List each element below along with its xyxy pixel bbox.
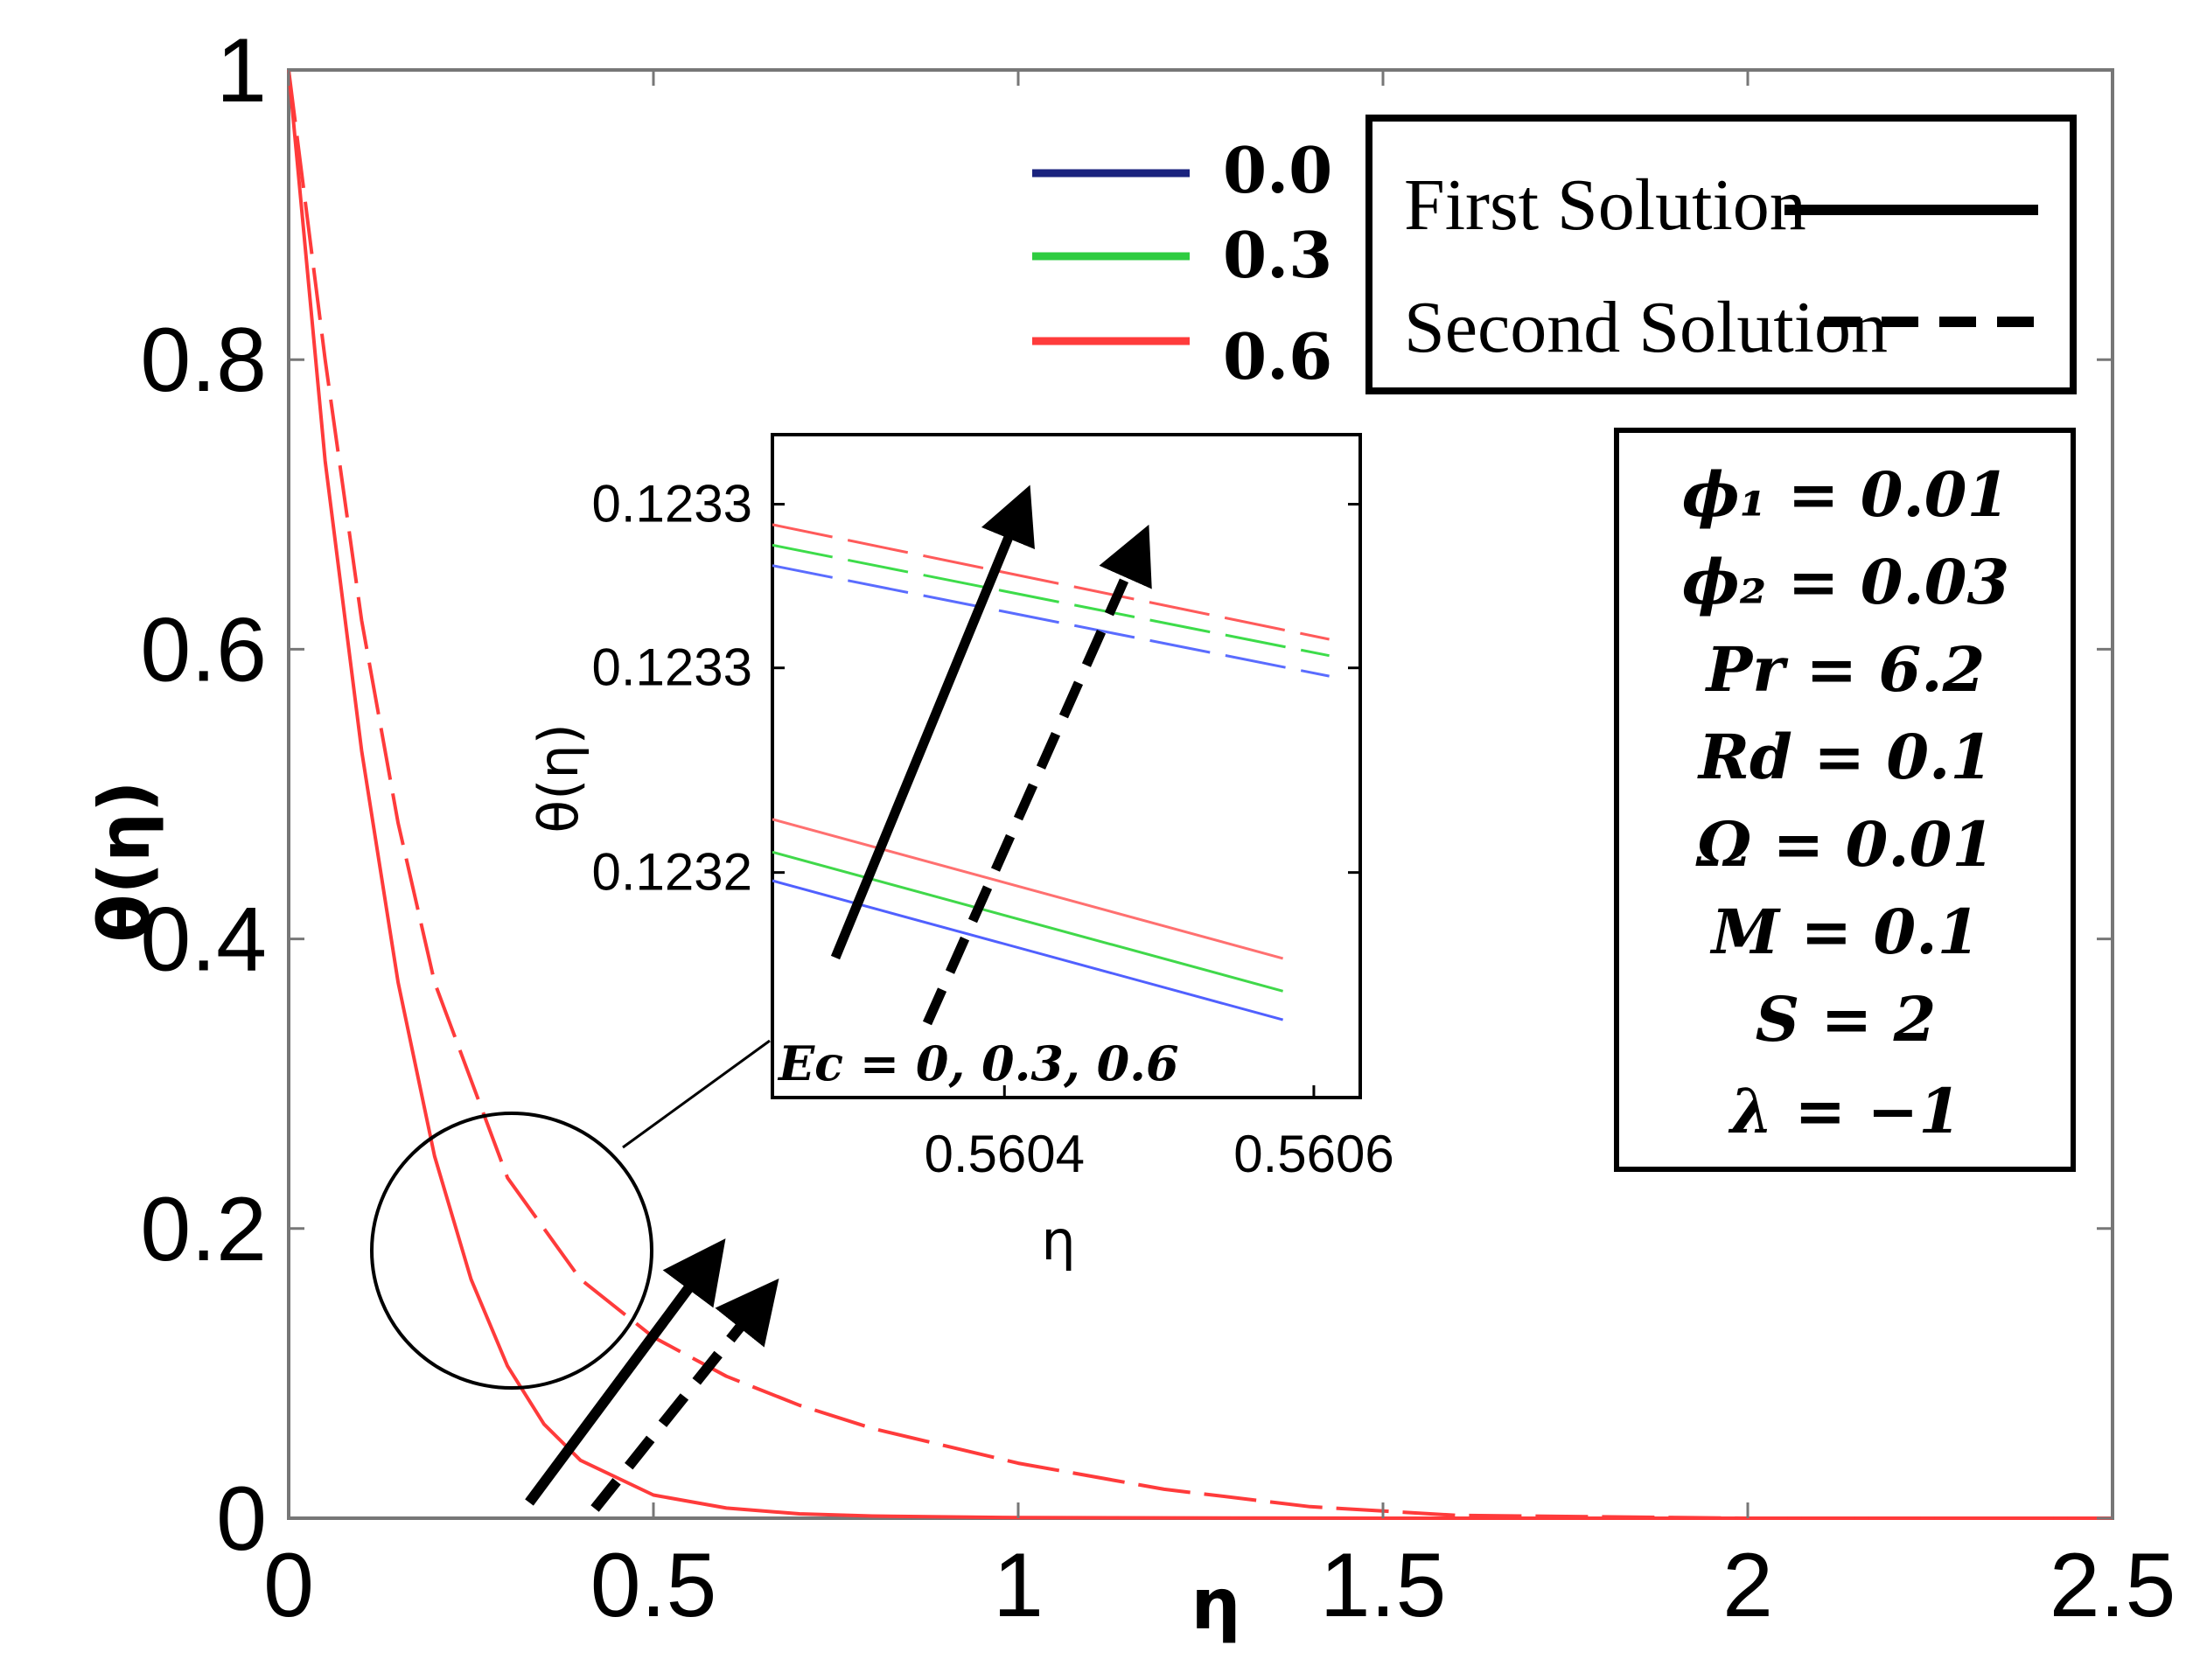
inset-y-tick-label: 0.1233 — [591, 475, 752, 533]
inset-frame — [771, 433, 1362, 1099]
inset-ec-annotation: Ec = 0, 0.3, 0.6 — [777, 1035, 1179, 1091]
param-m: M = 0.1 — [1710, 896, 1980, 968]
main-curves — [287, 69, 2113, 1520]
param-omega: Ω = 0.01 — [1695, 808, 1994, 881]
main-x-axis-label: η — [1191, 1564, 1241, 1645]
main-series-first-solution — [287, 69, 2113, 1520]
inset-arrow-first-solution — [830, 484, 1035, 960]
param-lambda: λ = −1 — [1728, 1075, 1961, 1147]
x-tick-label: 0.5 — [590, 1535, 717, 1636]
param-rd: Rd = 0.1 — [1697, 721, 1993, 793]
param-phi1: ϕ₁ = 0.01 — [1682, 458, 2009, 531]
param-pr: Pr = 6.2 — [1705, 633, 1986, 706]
ec-legend: 0.0 0.3 0.6 — [1032, 133, 1332, 394]
x-tick-label: 1 — [993, 1535, 1044, 1636]
inset-x-tick-label: 0.5606 — [1233, 1125, 1394, 1183]
zoom-circle — [370, 1112, 653, 1390]
first-solution-label: First Solution — [1404, 164, 1806, 246]
y-tick-label: 0.4 — [140, 889, 267, 991]
inset-ticks: 0.5604 0.5606 0.1233 0.1233 0.1232 — [591, 475, 1393, 1183]
main-arrow-first-solution — [525, 1238, 726, 1506]
inset-x-axis-label: η — [1041, 1209, 1075, 1272]
solution-legend-box — [1365, 115, 2077, 394]
ec-legend-label-0: 0.0 — [1223, 133, 1332, 207]
y-tick-label: 0.2 — [140, 1179, 267, 1280]
inset-series-line — [772, 850, 1283, 993]
param-phi2: ϕ₂ = 0.03 — [1682, 546, 2009, 618]
ec-legend-label-2: 0.6 — [1223, 319, 1332, 394]
inset-y-axis-label: θ(η) — [527, 723, 590, 833]
inset-arrow-second-solution — [922, 524, 1152, 1026]
inset-series-line — [772, 543, 1330, 658]
inset-y-tick-label: 0.1233 — [591, 638, 752, 697]
y-tick-label: 0.8 — [140, 310, 267, 411]
y-tick-label: 0.6 — [140, 599, 267, 701]
solution-legend: First Solution Second Solution — [1365, 115, 2077, 394]
parameters-frame — [1614, 428, 2076, 1172]
ec-legend-label-1: 0.3 — [1223, 218, 1332, 292]
main-ticks: 0 0.5 1 1.5 2 2.5 0 0.2 0.4 0.6 0.8 1 — [140, 20, 2176, 1636]
y-tick-label: 0 — [216, 1468, 267, 1570]
main-arrow-second-solution — [590, 1278, 779, 1512]
x-tick-label: 2.5 — [2050, 1535, 2176, 1636]
inset-series-line — [772, 818, 1283, 960]
main-series-second-solution — [287, 69, 2113, 1520]
parameters-box: ϕ₁ = 0.01 ϕ₂ = 0.03 Pr = 6.2 Rd = 0.1 Ω … — [1614, 428, 2076, 1172]
param-s: S = 2 — [1756, 983, 1937, 1056]
inset-y-tick-label: 0.1232 — [591, 843, 752, 902]
x-tick-label: 0 — [263, 1535, 314, 1636]
x-tick-label: 2 — [1722, 1535, 1773, 1636]
y-tick-label: 1 — [216, 20, 267, 122]
inset-plot: 0.5604 0.5606 0.1233 0.1233 0.1232 θ(η) η Ec… — [527, 433, 1394, 1272]
zoom-connector — [622, 1039, 771, 1149]
second-solution-label: Second Solution — [1404, 287, 1888, 368]
x-tick-label: 1.5 — [1320, 1535, 1447, 1636]
inset-series-line — [772, 564, 1330, 678]
inset-series-line — [772, 523, 1330, 641]
main-y-axis-label: θ(η) — [84, 780, 165, 942]
inset-x-tick-label: 0.5604 — [925, 1125, 1086, 1183]
